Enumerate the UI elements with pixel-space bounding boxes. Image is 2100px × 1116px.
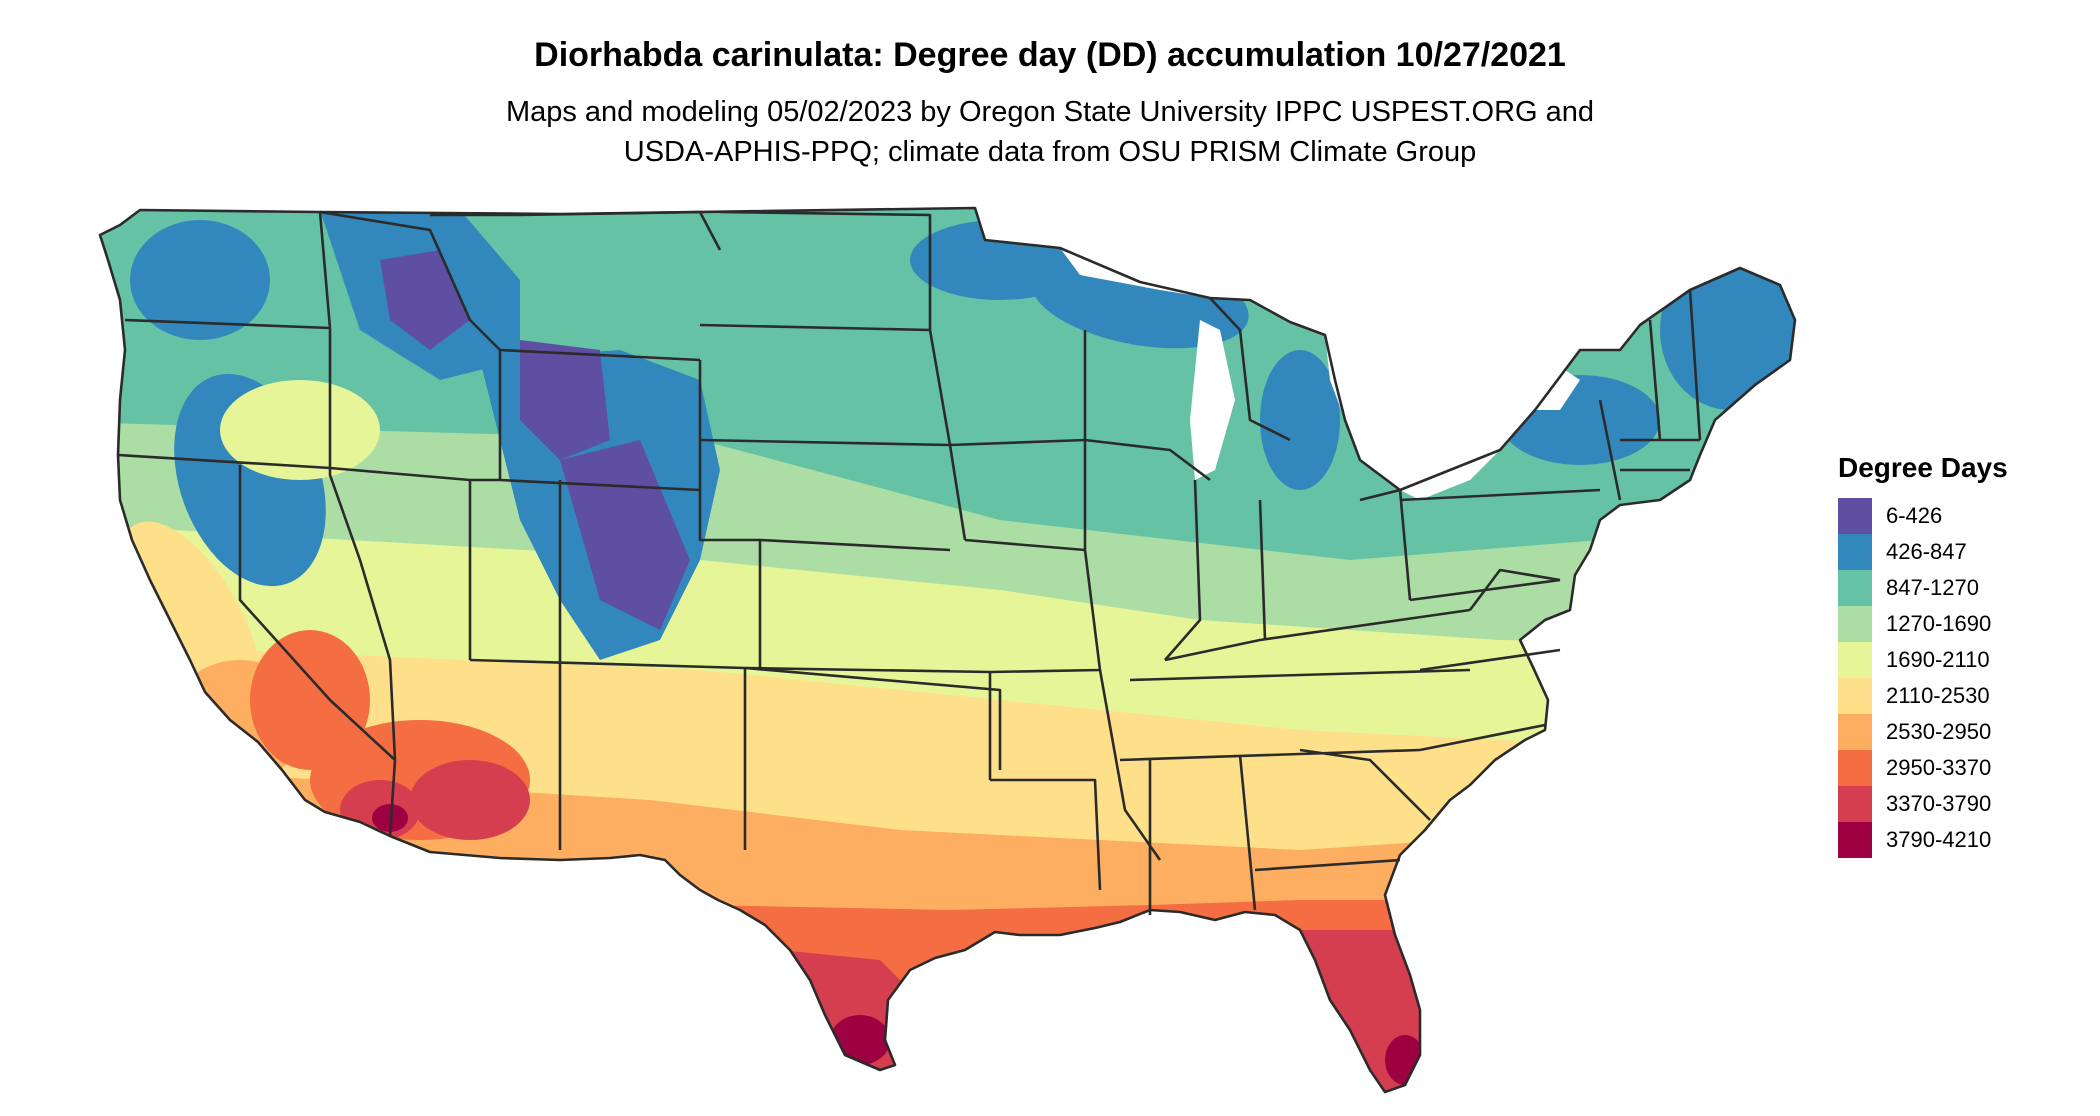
subtitle-line-2: USDA-APHIS-PPQ; climate data from OSU PR… <box>623 136 1477 168</box>
border-ca-az <box>388 759 397 837</box>
great-lakes <box>1060 248 1580 500</box>
legend-swatch <box>1838 606 1872 642</box>
border-al-ga <box>1238 754 1257 911</box>
legend-item: 1690-2110 <box>1838 642 2008 678</box>
legend-swatch <box>1838 642 1872 678</box>
zone-426-847 <box>910 220 1090 300</box>
border-ut-wy-co <box>470 478 701 492</box>
border-vt-nh <box>1648 319 1662 441</box>
state-borders <box>98 206 1797 1094</box>
legend-item: 2530-2950 <box>1838 714 2008 750</box>
border-id-mt-wy <box>319 210 502 480</box>
legend-label: 1270-1690 <box>1886 611 1992 636</box>
legend-items: 6-426 426-847 847-1270 1270-1690 1690-2110 21… <box>1838 498 2008 858</box>
border-nh-me <box>1688 289 1702 441</box>
border-sd-ne <box>699 438 951 447</box>
zone-426-847 <box>1660 250 1795 410</box>
border-in-oh <box>1258 499 1267 641</box>
map-subtitle: Maps and modeling 05/02/2023 by Oregon S… <box>0 92 2100 172</box>
border-fl-north <box>1254 858 1401 872</box>
border-nd-sd <box>699 323 931 332</box>
zone-6-426 <box>520 340 610 460</box>
map-title: Diorhabda carinulata: Degree day (DD) ac… <box>534 36 1566 74</box>
border-nv-az <box>328 468 397 761</box>
border-ok-north <box>744 666 991 674</box>
legend-swatch <box>1838 750 1872 786</box>
zone-1690-2110 <box>220 380 380 480</box>
legend-label: 2950-3370 <box>1886 755 1992 780</box>
legend-item: 1270-1690 <box>1838 606 2008 642</box>
border-ca-nv <box>238 465 396 761</box>
zone-6-426 <box>380 250 470 350</box>
border-wa-id <box>318 211 332 329</box>
border-wv-va <box>1468 568 1561 611</box>
lake-erie <box>1400 450 1500 500</box>
legend-label: 6-426 <box>1886 503 1943 528</box>
lake-michigan <box>1190 320 1235 480</box>
border-ms-river <box>1098 669 1162 861</box>
lake-ontario <box>1535 370 1580 410</box>
border-or-ca-nv <box>117 453 331 470</box>
border-il-wi <box>1084 438 1211 482</box>
border-ia-mo <box>964 538 1086 552</box>
border-pa-ny <box>1399 488 1601 502</box>
border-ne-co-ks <box>698 490 951 552</box>
border-mt-wy <box>499 348 701 362</box>
border-mi-upper <box>1209 297 1291 442</box>
legend-item: 2950-3370 <box>1838 750 2008 786</box>
legend-item: 6-426 <box>1838 498 2008 534</box>
legend-item: 2110-2530 <box>1838 678 2008 714</box>
border-mt-canada-nd <box>430 210 722 251</box>
border-oh-pa <box>1359 488 1412 601</box>
border-ga-sc <box>1299 748 1431 821</box>
legend-swatch <box>1838 786 1872 822</box>
legend-swatch <box>1838 678 1872 714</box>
legend-item: 3370-3790 <box>1838 786 2008 822</box>
border-il-in <box>1164 479 1202 661</box>
border-ar-la <box>990 778 1102 891</box>
lake-superior <box>1060 248 1210 298</box>
border-id-nv-ut <box>329 466 471 482</box>
border-wa-or <box>124 318 331 330</box>
border-ok-tx <box>744 666 1002 770</box>
legend-swatch <box>1838 822 1872 858</box>
legend-label: 2530-2950 <box>1886 719 1992 744</box>
legend-label: 3370-3790 <box>1886 791 1992 816</box>
legend: Degree Days 6-426 426-847 847-1270 1270-169… <box>1838 452 2008 858</box>
zone-2950-3370 <box>250 630 370 770</box>
legend-item: 3790-4210 <box>1838 822 2008 858</box>
border-ut-az-co-nm <box>469 658 746 670</box>
legend-title: Degree Days <box>1838 452 2008 483</box>
border-ia-mn <box>949 438 1086 447</box>
zone-426-847 <box>130 220 270 340</box>
zone-426-847 <box>1260 350 1340 490</box>
border-ky-north <box>1164 608 1471 662</box>
zone-426-847 <box>1500 375 1660 465</box>
country-outline <box>98 206 1797 1094</box>
border-nd-mn <box>719 210 932 330</box>
border-ny-vt-ma <box>1598 399 1622 501</box>
legend-label: 3790-4210 <box>1886 827 1992 852</box>
legend-label: 847-1270 <box>1886 575 1979 600</box>
border-tn-south <box>1119 748 1421 762</box>
subtitle-line-1: Maps and modeling 05/02/2023 by Oregon S… <box>505 96 1595 128</box>
zone-3370-3790 <box>410 760 530 840</box>
legend-label: 426-847 <box>1886 539 1967 564</box>
legend-label: 2110-2530 <box>1886 683 1990 708</box>
legend-swatch <box>1838 498 1872 534</box>
legend-item: 426-847 <box>1838 534 2008 570</box>
border-nc-sc <box>1419 723 1546 752</box>
legend-swatch <box>1838 570 1872 606</box>
border-va-nc <box>1419 648 1561 672</box>
zone-2950-3370 <box>100 880 1795 1092</box>
zone-3790-4210 <box>830 1015 890 1065</box>
legend-label: 1690-2110 <box>1886 647 1990 672</box>
legend-item: 847-1270 <box>1838 570 2008 606</box>
border-tn-north <box>1129 668 1471 682</box>
legend-swatch <box>1838 714 1872 750</box>
lake-huron <box>1325 335 1360 420</box>
legend-swatch <box>1838 534 1872 570</box>
